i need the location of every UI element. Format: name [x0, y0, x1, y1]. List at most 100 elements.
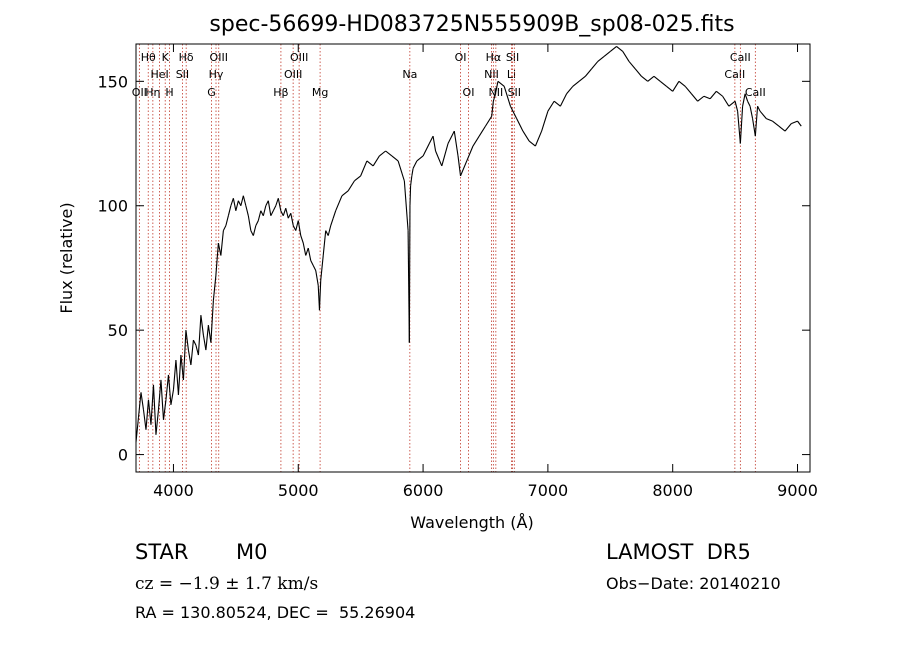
- spectrum-segment-162: [754, 106, 759, 137]
- x-tick-label-1: 5000: [278, 481, 319, 500]
- spectrum-segment-63: [292, 225, 297, 231]
- spectrum-segment-149: [703, 95, 711, 100]
- spectrum-segment-154: [734, 101, 739, 112]
- spectrum-segment-159: [747, 100, 751, 107]
- spectrum-segment-10: [160, 379, 165, 420]
- spectrum-segment-14: [170, 389, 174, 405]
- spectrum-segment-50: [260, 210, 264, 216]
- spectrum-segment-19: [182, 330, 187, 380]
- spectrum-segment-36: [225, 215, 229, 226]
- spectrum-segment-13: [167, 374, 172, 405]
- spectrum-segment-96: [410, 175, 413, 186]
- spectrum-segment-87: [372, 155, 380, 167]
- spectrum-segment-7: [152, 384, 157, 435]
- spectrum-segment-11: [162, 399, 167, 420]
- spectrum-segment-79: [330, 218, 334, 226]
- spectrum-segment-112: [485, 115, 493, 127]
- spectrum-segment-151: [716, 90, 723, 97]
- spectrum-segment-148: [697, 95, 705, 102]
- spectrum-segment-12: [165, 374, 169, 400]
- y-tick-label-0: 0: [118, 446, 128, 465]
- spectrum-segment-88: [379, 150, 386, 157]
- spectrum-segment-76: [322, 230, 327, 256]
- spectrum-segment-58: [280, 210, 284, 216]
- spectrum-segment-40: [235, 200, 239, 211]
- spectrum-segment-21: [187, 349, 192, 366]
- spectrum-segment-83: [347, 180, 355, 192]
- spectrum-segment-72: [315, 270, 319, 286]
- spectrum-segment-140: [647, 75, 655, 82]
- spectrum-segment-102: [432, 135, 437, 152]
- spectral-line-label-15: Na: [402, 68, 417, 81]
- spectrum-segment-119: [516, 118, 524, 132]
- spectrum-segment-17: [177, 355, 182, 395]
- spectrum-segment-39: [232, 198, 237, 211]
- spectrum-segment-2: [140, 392, 145, 410]
- spectrum-segment-128: [572, 80, 580, 87]
- spectrum-segment-157: [742, 93, 746, 107]
- radial-velocity: cz = −1.9 ± 1.7 km/s: [135, 574, 319, 594]
- observation-date: Obs−Date: 20140210: [606, 574, 781, 593]
- spectrum-segment-135: [616, 46, 624, 52]
- spectrum-segment-104: [441, 143, 449, 167]
- spectral-line-label-4: K: [162, 51, 170, 64]
- y-tick-label-2: 100: [97, 197, 128, 216]
- spectrum-segment-130: [584, 68, 592, 77]
- spectrum-segment-146: [684, 85, 692, 95]
- spectrum-segment-80: [332, 210, 337, 219]
- x-tick-label-3: 7000: [528, 481, 569, 500]
- spectrum-segment-89: [385, 150, 393, 157]
- spectral-line-label-18: NII: [484, 68, 499, 81]
- spectrum-segment-122: [534, 130, 543, 147]
- spectrum-segment-117: [503, 86, 511, 107]
- spectral-line-label-21: Li: [507, 68, 516, 81]
- spectrum-segment-44: [245, 205, 249, 216]
- spectrum-segment-78: [327, 225, 332, 236]
- spectral-subclass: M0: [236, 540, 268, 564]
- spectrum-segment-56: [275, 198, 279, 206]
- spectrum-segment-68: [305, 247, 309, 256]
- spectrum-segment-30: [210, 300, 214, 343]
- spectrum-segment-32: [215, 243, 219, 276]
- spectral-line-label-11: Hβ: [273, 86, 288, 99]
- spectrum-segment-100: [422, 143, 430, 157]
- spectrum-segment-166: [772, 120, 780, 127]
- spectral-line-label-14: Mg: [312, 86, 328, 99]
- spectrum-segment-84: [354, 175, 362, 182]
- spectrum-segment-123: [541, 111, 549, 132]
- spectrum-segment-85: [360, 160, 368, 177]
- spectral-line-label-3: HeI: [150, 68, 168, 81]
- spectrum-segment-107: [457, 155, 462, 176]
- spectrum-segment-129: [578, 75, 586, 82]
- spectrum-segment-54: [270, 210, 274, 216]
- spectrum-segment-37: [227, 205, 232, 216]
- spectrum-segment-27: [202, 335, 207, 351]
- spectral-line-label-7: Hδ: [179, 51, 194, 64]
- spectrum-segment-53: [267, 200, 272, 216]
- survey-name: LAMOST DR5: [606, 540, 751, 564]
- spectrum-segment-8: [155, 409, 160, 435]
- spectral-line-label-10: OIII: [210, 51, 228, 64]
- spectral-line-label-19: Hα: [486, 51, 502, 64]
- spectrum-segment-82: [341, 190, 349, 197]
- spectrum-segment-106: [453, 131, 459, 157]
- spectrum-segment-81: [335, 195, 343, 211]
- spectral-line-label-6: SII: [176, 68, 189, 81]
- spectrum-segment-101: [428, 135, 434, 144]
- spectrum-segment-3: [142, 409, 147, 430]
- spectrum-segment-167: [778, 125, 786, 132]
- spectrum-segment-97: [411, 168, 414, 176]
- spectrum-segment-9: [157, 379, 162, 410]
- spectrum-segment-38: [230, 198, 234, 206]
- spectrum-segment-91: [397, 160, 405, 182]
- spectrum-segment-55: [272, 205, 277, 211]
- spectrum-segment-22: [190, 340, 194, 366]
- spectrum-segment-77: [325, 230, 329, 236]
- spectrum-segment-28: [205, 325, 209, 351]
- spectrum-segment-5: [147, 399, 152, 425]
- spectrum-segment-62: [290, 213, 294, 226]
- spectrum-segment-29: [207, 325, 212, 343]
- plot-frame: [135, 43, 811, 473]
- spectral-line-label-22: SII: [506, 51, 519, 64]
- spectrum-segment-109: [466, 145, 474, 162]
